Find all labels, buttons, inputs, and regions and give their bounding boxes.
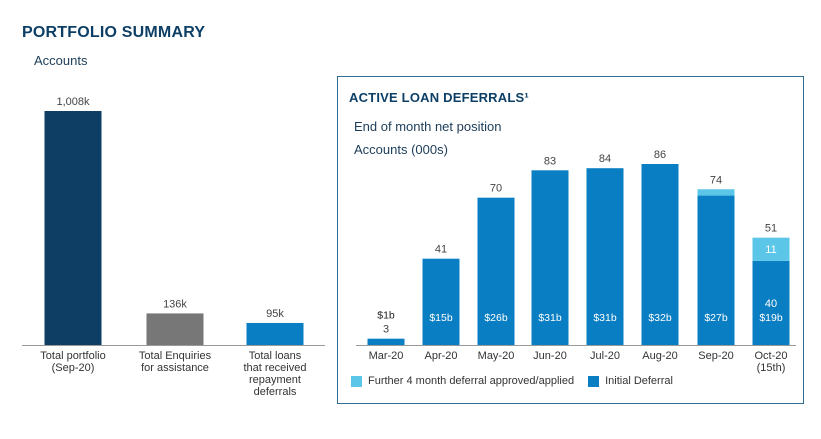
deferral-category-label: (15th) [757, 362, 786, 374]
portfolio-category-label: Total portfolio [40, 350, 105, 362]
page-title: PORTFOLIO SUMMARY [22, 24, 206, 41]
deferral-amount-label: $26b [484, 312, 508, 324]
deferral-category-label: May-20 [478, 350, 515, 362]
portfolio-category-label: that received [244, 362, 307, 374]
deferral-category-label: Mar-20 [369, 350, 404, 362]
deferral-category-label: Jul-20 [590, 350, 620, 362]
deferrals-subtitle-position: End of month net position [354, 119, 502, 134]
portfolio-category-label: repayment [249, 374, 301, 386]
deferral-category-label: Aug-20 [642, 350, 677, 362]
initial-deferral-bar [367, 338, 405, 345]
deferrals-subtitle-units: Accounts (000s) [354, 142, 448, 157]
initial-deferral-bar [697, 195, 735, 345]
legend-item-initial: Initial Deferral [588, 375, 673, 387]
portfolio-data-label: 1,008k [56, 96, 90, 108]
deferral-total-label: 41 [435, 244, 447, 256]
legend-label-initial: Initial Deferral [605, 375, 673, 387]
legend-swatch-further [351, 375, 362, 387]
deferral-amount-label: $31b [538, 312, 562, 324]
deferral-amount-label: $19b [759, 312, 783, 324]
initial-deferral-bar [477, 197, 515, 345]
deferral-amount-label: $32b [648, 312, 672, 324]
initial-deferral-bar [752, 260, 790, 345]
deferral-category-label: Oct-20 [754, 350, 787, 362]
initial-segment-label: 40 [765, 298, 777, 310]
portfolio-category-label: Total Enquiries [139, 350, 212, 362]
deferrals-title: ACTIVE LOAN DEFERRALS¹ [349, 90, 529, 105]
deferral-total-label: 84 [599, 153, 611, 165]
portfolio-bar [146, 313, 204, 345]
deferral-total-label: 70 [490, 183, 502, 195]
deferral-total-label: 74 [710, 174, 722, 186]
further-deferral-bar [697, 189, 735, 196]
legend-item-further: Further 4 month deferral approved/applie… [351, 375, 574, 387]
deferral-total-label: 83 [544, 155, 556, 167]
deferral-category-label: Jun-20 [533, 350, 567, 362]
initial-deferral-bar [531, 170, 569, 345]
initial-deferral-bar [422, 258, 460, 345]
deferral-total-label: 3 [383, 324, 389, 336]
deferral-category-label: Apr-20 [424, 350, 457, 362]
further-deferral-bar [752, 237, 790, 261]
portfolio-category-label: (Sep-20) [52, 362, 95, 374]
deferral-amount-label: $1b [377, 310, 395, 322]
portfolio-data-label: 95k [266, 308, 284, 320]
portfolio-category-label: Total loans [249, 350, 302, 362]
deferral-amount-label: $27b [704, 312, 728, 324]
portfolio-subtitle: Accounts [34, 53, 88, 68]
initial-deferral-bar [641, 164, 679, 345]
legend-swatch-initial [588, 375, 600, 387]
deferral-amount-label: $15b [429, 312, 453, 324]
portfolio-category-label: for assistance [141, 362, 209, 374]
portfolio-bar [44, 111, 102, 345]
deferrals-panel [337, 76, 804, 404]
portfolio-bar [246, 322, 304, 345]
further-segment-label: 11 [765, 244, 776, 256]
deferral-total-label: 51 [765, 223, 777, 235]
legend-label-further: Further 4 month deferral approved/applie… [368, 375, 575, 387]
deferrals-legend: Further 4 month deferral approved/applie… [351, 375, 687, 387]
initial-deferral-bar [586, 168, 624, 345]
portfolio-data-label: 136k [163, 298, 187, 310]
portfolio-category-label: deferrals [254, 386, 297, 398]
deferral-amount-label: $31b [593, 312, 617, 324]
deferral-total-label: 86 [654, 149, 666, 161]
deferral-category-label: Sep-20 [698, 350, 733, 362]
